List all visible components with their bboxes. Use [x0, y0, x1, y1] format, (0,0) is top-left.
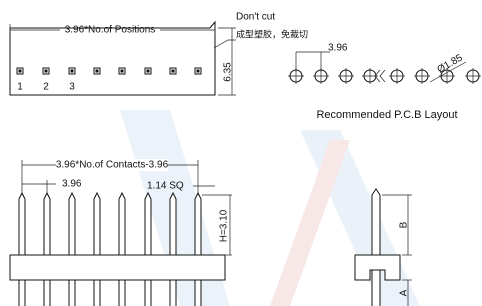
hole-center	[362, 68, 378, 84]
note-cn: 成型塑胶，免裁切	[236, 28, 308, 39]
height-dim: 6.35	[223, 62, 234, 82]
pin	[69, 193, 75, 306]
pin	[19, 193, 25, 306]
pin	[170, 193, 176, 306]
front-view	[10, 160, 232, 306]
pitch-label: 3.96	[328, 43, 348, 54]
dim-b: B	[399, 221, 410, 228]
pin	[195, 193, 201, 306]
height-dim: H=3.10	[219, 209, 230, 242]
hole-center	[338, 68, 354, 84]
hole-label: Ø1.85	[436, 52, 465, 75]
width-dim: 3.96*No.of Positions	[65, 25, 156, 36]
pin-number: 3	[69, 82, 75, 93]
note: Don't cut	[236, 12, 275, 23]
pin	[44, 193, 50, 306]
pin-size: 1.14 SQ	[147, 181, 184, 192]
pin-square-inner	[147, 70, 150, 73]
pin-number: 2	[43, 82, 49, 93]
pin-square-inner	[45, 70, 48, 73]
hole-center	[465, 68, 481, 84]
pin-square-inner	[96, 70, 99, 73]
pin-square-inner	[121, 70, 124, 73]
dim-a: A	[399, 289, 410, 296]
pin	[119, 193, 125, 306]
pin-square-inner	[197, 70, 200, 73]
pin	[94, 193, 100, 306]
pin-number: 1	[17, 82, 23, 93]
total-dim: 3.96*No.of Contacts-3.96	[56, 160, 169, 171]
pin-square-inner	[172, 70, 175, 73]
pin-square-inner	[71, 70, 74, 73]
hole-center	[389, 68, 405, 84]
drawing: 3.96*No.of Positions 6.35 1 2 3 Don't cu…	[0, 0, 482, 306]
pcb-caption: Recommended P.C.B Layout	[316, 109, 457, 121]
hole-center	[414, 68, 430, 84]
pin	[145, 193, 151, 306]
pitch-dim: 3.96	[62, 179, 82, 190]
pin-square-inner	[19, 70, 22, 73]
